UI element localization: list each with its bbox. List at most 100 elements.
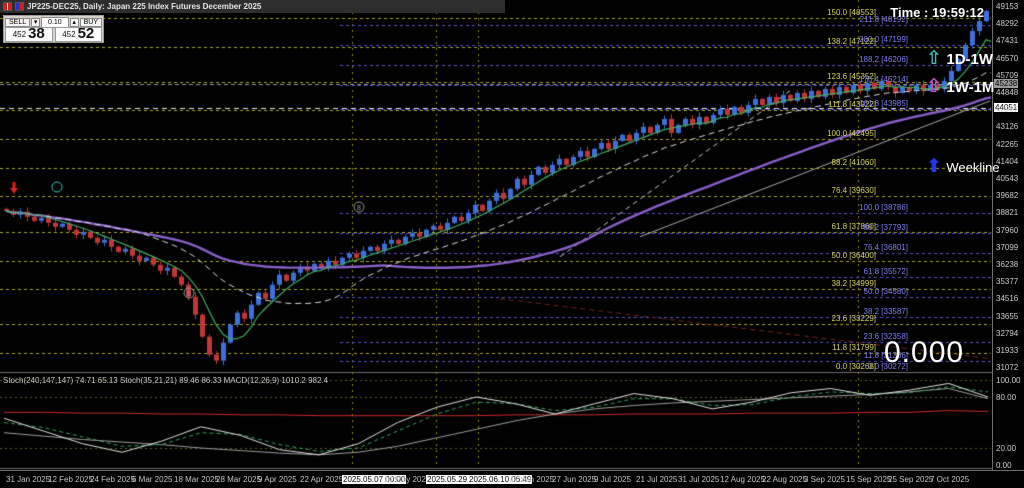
- annotation-1d1w: ⇧ 1D-1W: [926, 48, 994, 69]
- annotation-1d1w-label: 1D-1W: [946, 51, 994, 68]
- bid-price-badge: 45238: [994, 79, 1019, 89]
- up-arrow-icon: ⇧: [926, 76, 942, 97]
- price-tick: 33655: [996, 311, 1019, 321]
- date-tick: 28 Mar 2025: [216, 475, 261, 484]
- annotation-1w1m-label: 1W-1M: [946, 79, 995, 96]
- fib-level-label: 38.2 [33587]: [863, 306, 908, 316]
- date-tick: 25 Sep 2025: [888, 475, 934, 484]
- fib-level-label: 11.8 [31366]: [864, 351, 908, 361]
- date-tick: 18 Mar 2025: [174, 475, 219, 484]
- fib-level-label: 11.8 [31799]: [832, 342, 876, 352]
- date-line-label: 2025.05.29 08:00: [426, 475, 491, 484]
- price-tick: 47431: [996, 36, 1019, 46]
- price-axis[interactable]: 45238 44051 49153 48292 47431 46570 45709 448…: [992, 0, 1024, 470]
- date-axis[interactable]: 31 Jan 2025 12 Feb 2025 24 Feb 2025 6 Mar 2…: [0, 470, 1024, 488]
- date-tick: 7 Oct 2025: [930, 475, 970, 484]
- fib-level-label: 23.6 [33229]: [831, 314, 876, 324]
- time-annotation: Time : 19:59:12: [890, 5, 984, 20]
- price-tick: 35377: [996, 277, 1019, 287]
- price-tick: 43987: [996, 105, 1019, 115]
- big-value-label: 0.000: [884, 336, 965, 369]
- bid-price[interactable]: 452 38: [5, 27, 53, 42]
- indicator-tick: 80.00: [996, 393, 1017, 402]
- fib-level-label: 123.6 [45352]: [827, 71, 876, 81]
- date-tick: 22 Apr 2025: [300, 475, 344, 484]
- bid-price-major: 452: [12, 30, 27, 39]
- date-tick: 22 Aug 2025: [762, 475, 807, 484]
- up-arrow-solid-icon: ⬆: [926, 156, 942, 177]
- fib-level-label: 0.0 [30272]: [867, 362, 908, 371]
- ask-price[interactable]: 452 52: [54, 27, 102, 42]
- ask-price-minor: 52: [77, 27, 95, 42]
- fib-level-label: 100.0 [38786]: [859, 203, 908, 213]
- price-tick: 45709: [996, 70, 1019, 80]
- volume-spin-up-button[interactable]: ▴: [69, 17, 79, 27]
- fib-level-label: 161.8 [43985]: [859, 99, 908, 109]
- date-tick: 12 Feb 2025: [48, 475, 93, 484]
- fib-level-label: 150.0 [48553]: [827, 7, 876, 17]
- candlestick-chart-icon: [3, 2, 12, 11]
- chart-title-bar: JP225-DEC25, Daily: Japan 225 Index Futu…: [0, 0, 505, 13]
- chart-title: JP225-DEC25, Daily: Japan 225 Index Futu…: [27, 2, 262, 11]
- indicator-window-icon: [15, 2, 24, 11]
- date-tick: 31 Jan 2025: [6, 475, 51, 484]
- fib-level-label: 176.4 [45214]: [859, 74, 908, 84]
- fib-level-label: 88.2 [37793]: [863, 222, 908, 232]
- fib-level-label: 50.0 [36400]: [831, 250, 876, 260]
- date-tick: 27 Jun 2025: [552, 475, 597, 484]
- fib-level-label: 50.0 [34580]: [863, 287, 908, 297]
- fib-level-label: 138.2 [47122]: [827, 36, 876, 46]
- annotation-1w1m: ⇧ 1W-1M: [926, 76, 995, 97]
- price-tick: 32794: [996, 328, 1019, 338]
- price-tick: 34516: [996, 294, 1019, 304]
- fib-level-label: 76.4 [36801]: [863, 242, 908, 252]
- date-tick: 14 May 2025: [384, 475, 431, 484]
- price-tick: 38821: [996, 208, 1019, 218]
- volume-input[interactable]: 0.10: [41, 16, 69, 28]
- price-tick: 46570: [996, 53, 1019, 63]
- price-tick: 43126: [996, 122, 1019, 132]
- price-tick: 41404: [996, 156, 1019, 166]
- fib-level-label: 188.2 [46206]: [859, 54, 908, 64]
- price-tick: 31933: [996, 346, 1019, 355]
- indicator-tick: 20.00: [996, 444, 1017, 453]
- fib-level-label: 61.8 [37860]: [831, 221, 876, 231]
- up-arrow-icon: ⇧: [926, 48, 942, 69]
- sell-button[interactable]: SELL: [5, 17, 31, 27]
- hline-price-badge: 44051: [994, 102, 1019, 112]
- price-tick: 48292: [996, 19, 1019, 29]
- fib-level-label: 38.2 [34999]: [831, 278, 876, 288]
- date-tick: 12 Aug 2025: [720, 475, 765, 484]
- price-tick: 49153: [996, 2, 1019, 11]
- annotation-weekline: ⬆ Weekline: [926, 156, 1000, 177]
- price-tick: 39682: [996, 191, 1019, 201]
- fib-level-label: 23.6 [32358]: [863, 331, 908, 341]
- date-tick: 15 Sep 2025: [846, 475, 892, 484]
- fib-level-label: 211.8 [48192]: [859, 15, 908, 25]
- date-tick: 21 Jul 2025: [636, 475, 678, 484]
- date-tick: 9 Apr 2025: [258, 475, 297, 484]
- date-tick: 9 Jul 2025: [594, 475, 631, 484]
- date-tick: 6 Mar 2025: [132, 475, 173, 484]
- ask-price-major: 452: [62, 30, 76, 39]
- price-tick: 37960: [996, 225, 1019, 235]
- date-tick: 3 Sep 2025: [804, 475, 845, 484]
- fib-level-label: 100.0 [42495]: [827, 129, 876, 138]
- fib-level-label: 61.8 [35572]: [863, 267, 908, 277]
- price-tick: 37099: [996, 242, 1019, 252]
- date-line-label: 2025.05.07 00:00: [342, 475, 407, 484]
- indicator-tick: 100.00: [996, 376, 1021, 385]
- weekline-label: Weekline: [946, 160, 1000, 175]
- price-tick: 31072: [996, 363, 1019, 373]
- indicator-label: Stoch(240,147,147) 74.71 65.13 Stoch(35,…: [3, 376, 329, 385]
- date-line-label: 2025.06.10 06:49: [468, 475, 533, 484]
- fib-level-label: 111.8 [43922]: [828, 100, 876, 110]
- price-tick: 36238: [996, 260, 1019, 269]
- buy-button[interactable]: BUY: [79, 17, 102, 27]
- fib-level-label: 0.0 [30268]: [835, 362, 876, 371]
- fib-level-label: 88.2 [41060]: [831, 157, 876, 167]
- volume-dropdown-button[interactable]: ▾: [31, 17, 41, 27]
- date-tick: 31 Jul 2025: [678, 475, 720, 484]
